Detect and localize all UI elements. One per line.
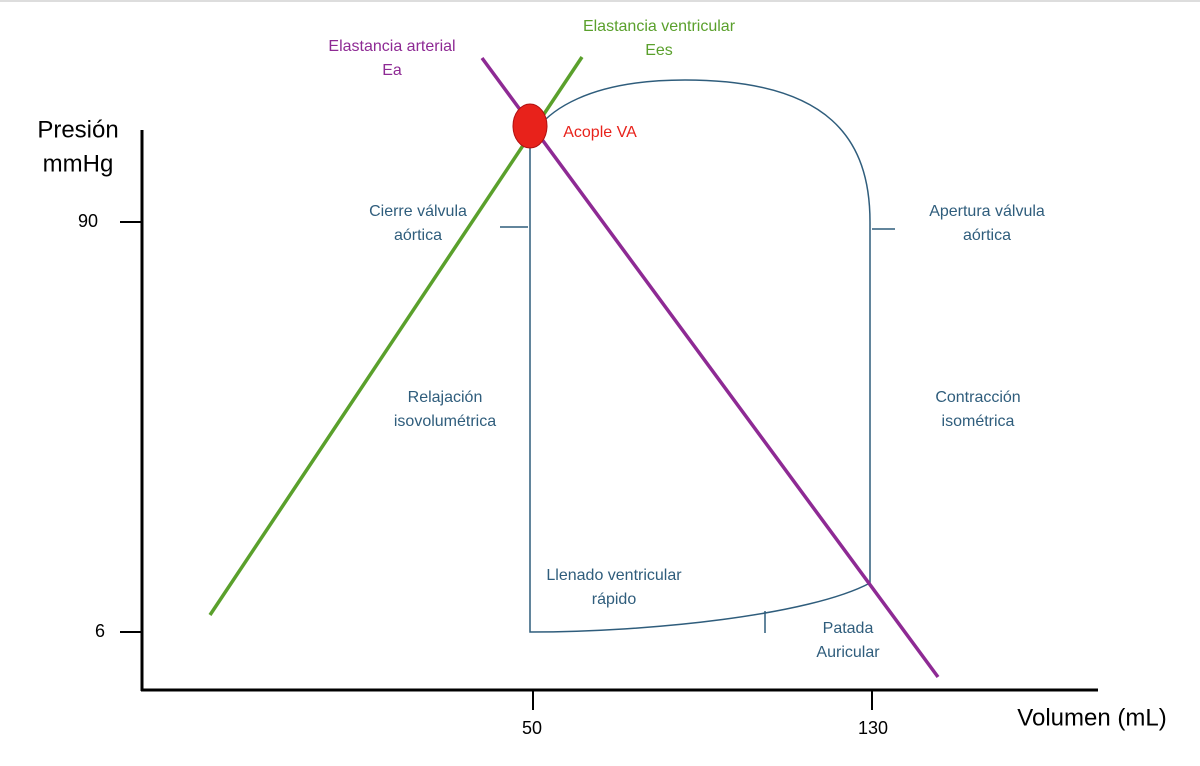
x-tick-label: 50 (522, 718, 542, 738)
phase-label: isovolumétrica (394, 413, 496, 430)
line-label: Elastancia arterial (328, 38, 455, 55)
phase-label: aórtica (394, 227, 442, 244)
y-title: mmHg (43, 150, 114, 177)
line-label: Ea (382, 62, 402, 79)
x-title: Volumen (mL) (1017, 704, 1166, 731)
phase-label: Contracción (935, 389, 1020, 406)
phase-label: rápido (592, 591, 637, 608)
line-label: Ees (645, 42, 673, 59)
line-label: Elastancia ventricular (583, 18, 736, 35)
coupling-point (512, 103, 548, 149)
phase-label: Llenado ventricular (546, 567, 682, 584)
arterial-elastance (480, 56, 940, 679)
coupling-label: Acople VA (563, 124, 637, 141)
phase-label: isométrica (942, 413, 1015, 430)
y-tick-label: 90 (78, 211, 98, 231)
ventricular-elastance (208, 56, 584, 616)
phase-label: Auricular (816, 644, 880, 661)
phase-label: aórtica (963, 227, 1011, 244)
y-tick-label: 6 (95, 621, 105, 641)
phase-label: Patada (823, 620, 874, 637)
pv-loop (529, 79, 871, 633)
phase-label: Apertura válvula (929, 203, 1045, 220)
y-title: Presión (37, 116, 118, 143)
phase-label: Cierre válvula (369, 203, 467, 220)
phase-label: Relajación (408, 389, 483, 406)
x-tick-label: 130 (858, 718, 888, 738)
